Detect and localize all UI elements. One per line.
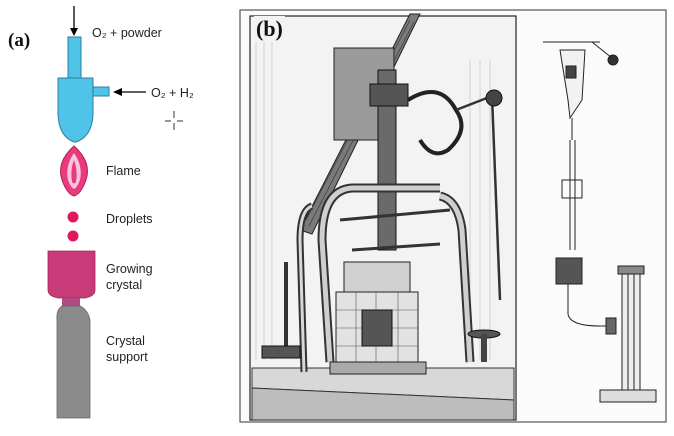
furnace-opening <box>361 309 393 347</box>
crystal-support <box>56 305 91 419</box>
o2-powder-label: O₂ + powder <box>92 26 162 40</box>
droplet-1 <box>67 211 79 223</box>
gas-inlet-arrowhead <box>113 88 122 96</box>
burner-body <box>57 77 94 143</box>
right-arch-pipe-highlight <box>439 193 473 363</box>
coiled-hose <box>406 90 464 156</box>
droplets-label: Droplets <box>106 212 153 226</box>
burner-column <box>377 69 397 251</box>
powder-inlet-arrowhead <box>70 28 78 36</box>
furnace-upper <box>343 261 411 293</box>
table-front <box>251 387 515 421</box>
panel-a-label: (a) <box>8 30 31 51</box>
outer-arch-pipe-highlight <box>298 204 313 373</box>
droplet-2 <box>67 230 79 242</box>
crystal-neck <box>62 298 80 306</box>
cross-brace-2 <box>351 242 441 252</box>
panel-b-label: (b) <box>254 16 285 42</box>
right-stool-leg <box>481 334 487 362</box>
wall-valve <box>485 89 503 107</box>
furnace-base <box>329 361 427 375</box>
o2-h2-label: O₂ + H₂ <box>151 86 194 100</box>
left-stand-rod <box>284 262 288 352</box>
crystal-support-label-line2: support <box>106 350 148 364</box>
growing-crystal-label-line2: crystal <box>106 278 143 292</box>
left-stand-base <box>261 345 301 359</box>
flame-label: Flame <box>106 164 141 178</box>
growing-crystal-label-line1: Growing <box>106 262 153 276</box>
cross-brace-1 <box>339 208 451 222</box>
flame-core <box>71 160 77 184</box>
left-arch-pipe-highlight <box>319 185 440 363</box>
apparatus-schematic <box>543 41 657 403</box>
crosshair-cursor-icon <box>165 111 183 130</box>
column-head <box>369 83 409 107</box>
crystal-support-label-line1: Crystal <box>106 334 145 348</box>
growing-crystal <box>47 250 96 299</box>
